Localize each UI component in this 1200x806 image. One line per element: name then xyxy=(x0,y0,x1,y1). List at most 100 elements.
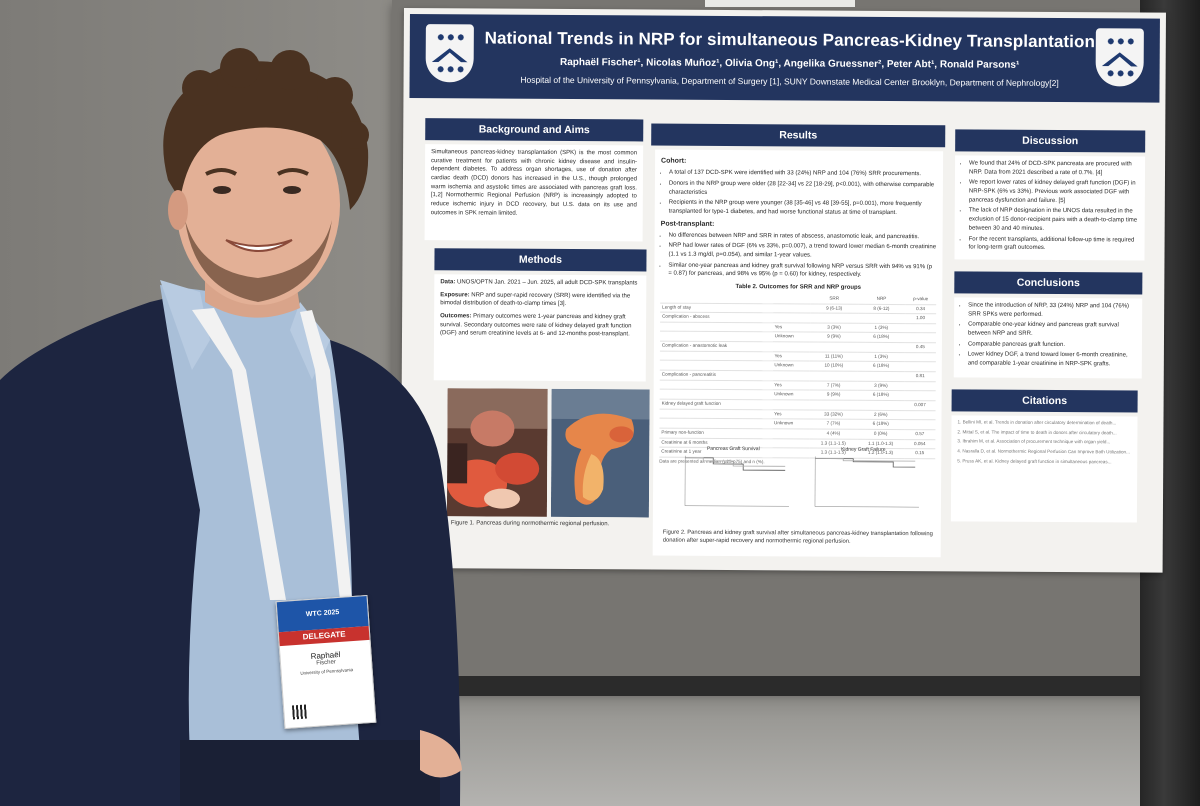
cohort-list: A total of 137 DCD-SPK were identified w… xyxy=(661,169,937,218)
discussion-item: We found that 24% of DCD-SPK pancreata a… xyxy=(969,159,1139,177)
table-cell: SRR xyxy=(810,294,858,304)
table-cell: Unknown xyxy=(772,390,810,401)
km2-curve xyxy=(814,456,919,508)
table-cell xyxy=(857,342,905,353)
conclusion-item: Comparable pancreas graft function. xyxy=(968,340,1136,350)
post-transplant-item: NRP had lower rates of DGF (6% vs 33%, p… xyxy=(668,242,936,261)
table-cell xyxy=(772,341,811,352)
table-cell: 6 (18%) xyxy=(857,390,905,401)
kidney-failure-plot: Kidney Graft Failure xyxy=(803,446,923,523)
table-cell: Yes xyxy=(772,351,811,362)
conclusions-heading: Conclusions xyxy=(954,271,1143,295)
table-cell: 9 (9%) xyxy=(810,332,858,343)
cohort-item: A total of 137 DCD-SPK were identified w… xyxy=(669,169,937,179)
delegate-badge: WTC 2025 DELEGATE Raphaël Fischer Univer… xyxy=(275,594,377,730)
citations-body: 1. Bellini MI, et al. Trends in donation… xyxy=(950,415,1138,523)
table-cell: 3 (9%) xyxy=(857,381,905,391)
post-transplant-item: Similar one-year pancreas and kidney gra… xyxy=(668,261,936,280)
table-cell: 2 (6%) xyxy=(857,409,905,420)
table-cell xyxy=(857,400,905,411)
table-cell: 3 (3%) xyxy=(810,322,858,333)
conclusion-item: Since the introduction of NRP, 33 (24%) … xyxy=(968,301,1136,319)
table-cell: 6 (18%) xyxy=(857,332,905,343)
post-transplant-item: No differences between NRP and SRR in ra… xyxy=(669,231,937,241)
board-number-tag xyxy=(705,0,855,7)
table-cell xyxy=(857,371,905,382)
citation-item: 4. Nasralla D, et al. Normothermic Regio… xyxy=(957,448,1130,455)
table-cell xyxy=(904,381,936,392)
table-cell xyxy=(904,410,936,421)
presenter-figure xyxy=(0,48,462,806)
table-cell xyxy=(857,313,906,324)
table-cell: 10 (10%) xyxy=(810,361,858,372)
qr-code-icon xyxy=(291,704,307,720)
board-base-rail xyxy=(440,676,1160,696)
table-cell: Yes xyxy=(772,380,811,391)
table-cell xyxy=(904,362,936,372)
figure2-caption: Figure 2. Pancreas and kidney graft surv… xyxy=(662,529,933,545)
penn-shield-logo-right xyxy=(1095,28,1144,87)
table-cell: 0.81 xyxy=(904,371,936,382)
table-cell xyxy=(810,313,858,324)
discussion-heading: Discussion xyxy=(955,129,1146,153)
figure1-caption: Figure 1. Pancreas during normothermic r… xyxy=(450,520,610,528)
discussion-item: The lack of NRP designation in the UNOS … xyxy=(969,207,1139,234)
citation-item: 2. Mittal S, et al. The impact of time t… xyxy=(957,429,1117,436)
poster-authors: Raphaël Fischer¹, Nicolas Muñoz¹, Olivia… xyxy=(559,56,1020,71)
table-cell: Yes xyxy=(772,322,811,333)
discussion-item: For the recent transplants, additional f… xyxy=(969,235,1139,253)
table-cell: 0.57 xyxy=(904,429,936,440)
table-cell xyxy=(904,419,936,430)
pancreas-survival-plot: Pancreas Graft Survival xyxy=(673,446,793,523)
table-cell: p-value xyxy=(905,294,937,305)
surgical-photo-left xyxy=(446,388,548,517)
results-heading: Results xyxy=(651,123,946,148)
table-cell xyxy=(810,371,858,382)
km1-curve xyxy=(684,455,789,507)
surgical-photo-right xyxy=(550,388,650,518)
table-cell: 11 (11%) xyxy=(810,351,858,362)
table-cell: 1 (3%) xyxy=(857,323,905,334)
poster-affiliations: Hospital of the University of Pennsylvan… xyxy=(520,74,1059,89)
cohort-item: Donors in the NRP group were older (28 [… xyxy=(669,179,937,198)
table-cell: 6 (18%) xyxy=(857,361,905,372)
table-cell xyxy=(772,312,811,323)
table-cell xyxy=(904,333,937,343)
table-cell: 4 (4%) xyxy=(809,429,858,439)
lanyard-left xyxy=(192,308,286,600)
table-cell: 0.45 xyxy=(904,342,936,353)
table-cell: 0.007 xyxy=(904,400,936,411)
table-cell: 0 (0%) xyxy=(856,429,905,440)
research-poster: National Trends in NRP for simultaneous … xyxy=(400,8,1166,573)
table-cell: 33 (32%) xyxy=(809,409,858,420)
table-cell xyxy=(772,303,811,314)
table-cell xyxy=(772,399,810,410)
table-cell: Unknown xyxy=(772,332,811,343)
poster-title: National Trends in NRP for simultaneous … xyxy=(484,28,1096,52)
outcomes-table: SRR NRP p-value Length of stay 9 (6-13) 8 (6-… xyxy=(659,293,937,459)
discussion-item: We report lower rates of kidney delayed … xyxy=(969,179,1139,206)
table-cell xyxy=(810,342,858,353)
table-cell: Unknown xyxy=(772,419,810,430)
table-cell: 9 (6-13) xyxy=(810,303,858,314)
table-cell xyxy=(904,390,936,401)
table-cell: NRP xyxy=(857,294,906,305)
citation-item: 3. Ibrahim M, et al. Association of proc… xyxy=(957,438,1111,445)
poster-banner: National Trends in NRP for simultaneous … xyxy=(409,14,1160,103)
face xyxy=(176,105,340,305)
table-cell: 1.00 xyxy=(904,313,937,324)
conclusion-item: Comparable one-year kidney and pancreas … xyxy=(968,321,1136,339)
table-cell: 7 (7%) xyxy=(809,419,858,430)
lanyard-right xyxy=(300,310,352,600)
post-transplant-label: Post-transplant: xyxy=(660,220,715,228)
conclusion-item: Lower kidney DGF, a trend toward lower 6… xyxy=(968,351,1136,369)
table-cell: Yes xyxy=(772,409,810,420)
conclusions-body: Since the introduction of NRP, 33 (24%) … xyxy=(953,297,1143,379)
table-cell xyxy=(809,400,858,410)
post-transplant-list: No differences between NRP and SRR in ra… xyxy=(660,231,936,280)
citation-item: 1. Bellini MI, et al. Trends in donation… xyxy=(957,419,1117,426)
cohort-label: Cohort: xyxy=(661,157,687,165)
table-cell: Unknown xyxy=(772,361,811,372)
table-cell xyxy=(772,370,811,381)
table-cell xyxy=(772,294,811,304)
